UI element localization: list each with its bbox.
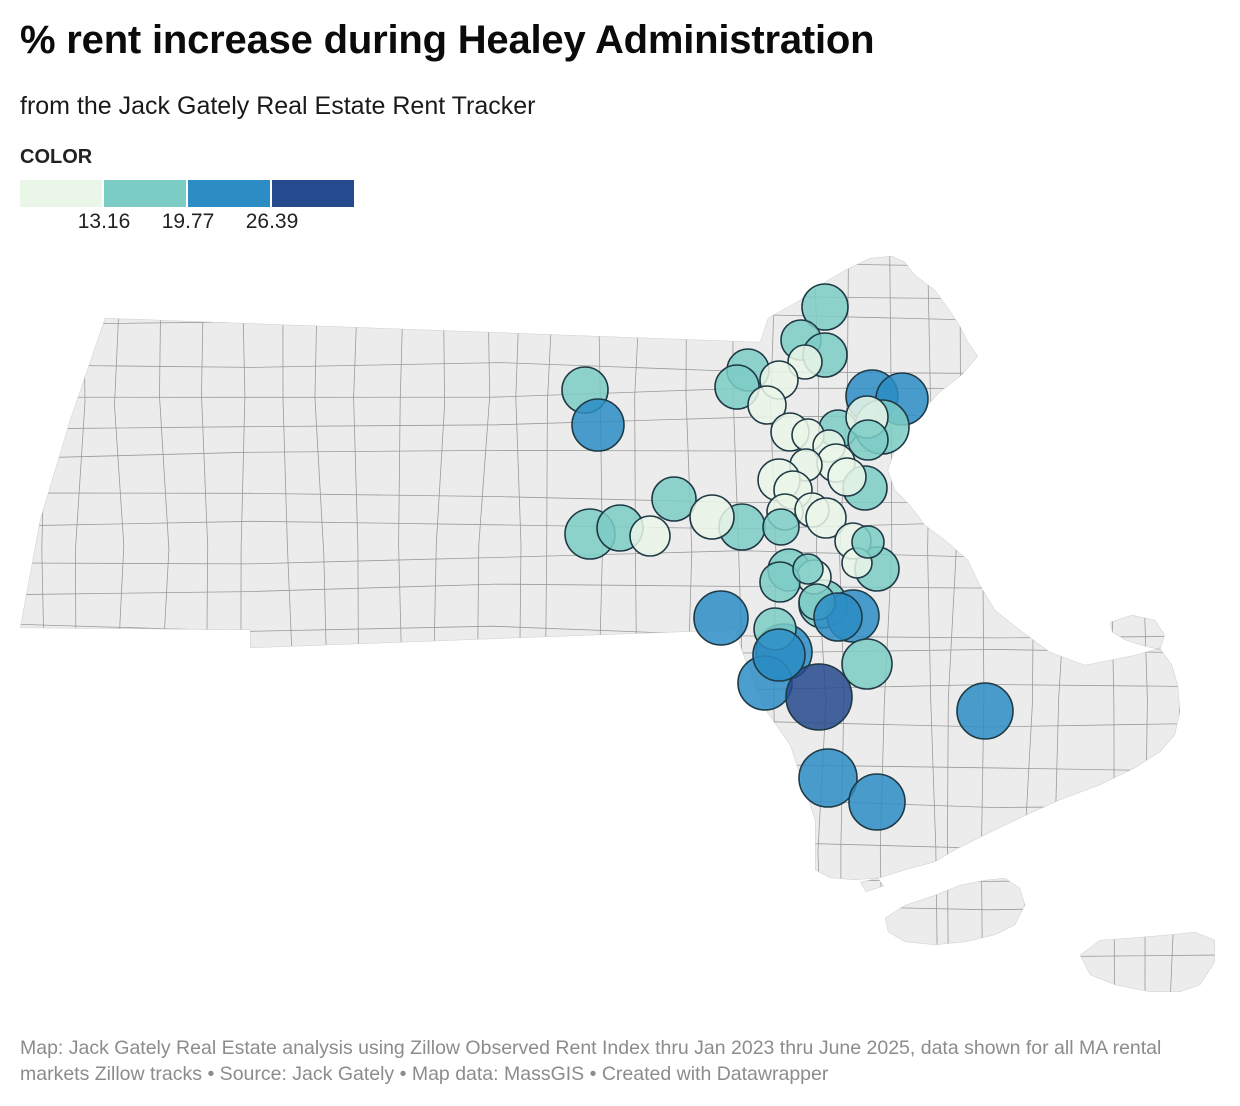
rental-market-marker[interactable] xyxy=(847,419,889,461)
town-boundary-line xyxy=(20,947,1215,958)
legend-swatch-2 xyxy=(104,180,186,207)
land-outline xyxy=(1109,614,1166,651)
legend-swatches xyxy=(20,180,356,207)
rental-market-marker[interactable] xyxy=(805,497,847,539)
legend-swatch-1 xyxy=(20,180,102,207)
map-title: % rent increase during Healey Administra… xyxy=(20,18,875,62)
elizabeth-islands xyxy=(860,878,884,892)
rental-market-marker[interactable] xyxy=(693,590,749,646)
town-boundary-line xyxy=(20,982,1215,992)
rental-market-marker[interactable] xyxy=(785,663,853,731)
rental-market-marker[interactable] xyxy=(851,525,885,559)
rental-market-marker[interactable] xyxy=(956,682,1014,740)
land-outline xyxy=(884,877,1026,946)
rental-market-marker[interactable] xyxy=(841,638,893,690)
rental-market-marker[interactable] xyxy=(801,283,849,331)
town-boundary-line xyxy=(20,262,1215,268)
marthas-vineyard xyxy=(885,878,1025,945)
market-markers xyxy=(561,283,1014,831)
rental-market-marker[interactable] xyxy=(571,398,625,452)
rental-market-marker[interactable] xyxy=(747,385,787,425)
color-legend: COLOR 13.16 19.77 26.39 xyxy=(20,146,360,236)
legend-tick-3: 26.39 xyxy=(245,210,299,233)
town-boundary-line xyxy=(20,838,1215,852)
rental-market-marker[interactable] xyxy=(651,476,697,522)
legend-swatch-4 xyxy=(272,180,354,207)
legend-title: COLOR xyxy=(20,146,93,168)
town-boundary-line xyxy=(20,290,1215,300)
rental-market-marker[interactable] xyxy=(762,508,800,546)
mainland-shape xyxy=(20,256,1180,880)
map-subtitle: from the Jack Gately Real Estate Rent Tr… xyxy=(20,92,536,120)
town-boundary-line xyxy=(1054,256,1069,992)
rental-market-marker[interactable] xyxy=(798,748,858,808)
source-note: Map: Jack Gately Real Estate analysis us… xyxy=(20,1037,1162,1085)
rental-market-marker[interactable] xyxy=(787,344,823,380)
rental-market-marker[interactable] xyxy=(629,515,671,557)
rental-market-marker[interactable] xyxy=(689,494,735,540)
land-outline xyxy=(1079,931,1215,992)
town-boundary-line xyxy=(20,903,1215,913)
massachusetts-map xyxy=(20,256,1215,992)
rental-market-marker[interactable] xyxy=(827,457,867,497)
state-land xyxy=(20,256,1215,992)
rental-market-marker[interactable] xyxy=(848,773,906,831)
rental-market-marker[interactable] xyxy=(752,628,806,682)
rental-market-marker[interactable] xyxy=(813,592,863,642)
town-boundary-line xyxy=(20,873,1215,883)
legend-swatch-3 xyxy=(188,180,270,207)
cape-cod-tip xyxy=(1110,615,1165,650)
town-boundary-line xyxy=(1023,256,1035,992)
town-boundary-line xyxy=(1213,256,1215,992)
legend-tick-2: 19.77 xyxy=(161,210,215,233)
legend-tick-1: 13.16 xyxy=(77,210,131,233)
rental-market-marker[interactable] xyxy=(792,553,824,585)
town-boundary-line xyxy=(1169,256,1183,992)
nantucket xyxy=(1080,932,1215,992)
